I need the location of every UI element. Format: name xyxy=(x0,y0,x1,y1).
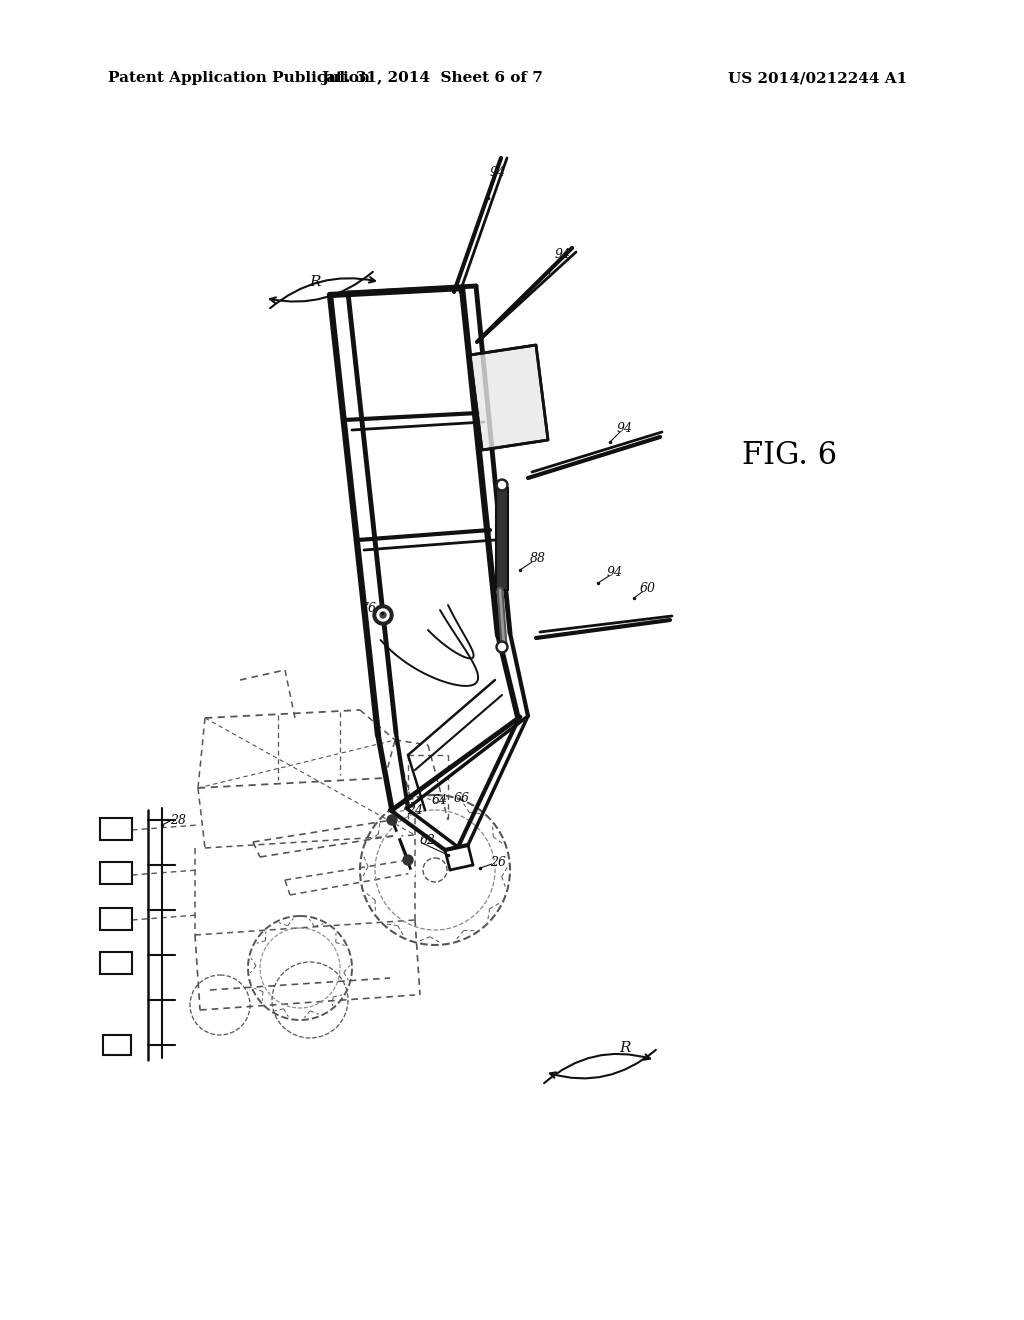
Circle shape xyxy=(387,814,397,825)
Polygon shape xyxy=(496,488,508,590)
Circle shape xyxy=(496,479,508,491)
Text: 88: 88 xyxy=(530,552,546,565)
Text: 66: 66 xyxy=(454,792,470,804)
Text: R: R xyxy=(309,275,321,289)
Text: R: R xyxy=(620,1041,631,1055)
Text: 28: 28 xyxy=(170,813,186,826)
Text: 76: 76 xyxy=(360,602,376,615)
Text: 62: 62 xyxy=(420,833,436,846)
Circle shape xyxy=(496,642,508,653)
Text: 26: 26 xyxy=(490,855,506,869)
Text: 94: 94 xyxy=(607,565,623,578)
Text: 24: 24 xyxy=(407,804,423,817)
Text: 94: 94 xyxy=(555,248,571,261)
Text: 60: 60 xyxy=(640,582,656,594)
Text: FIG. 6: FIG. 6 xyxy=(742,440,838,470)
Circle shape xyxy=(377,609,389,620)
Polygon shape xyxy=(470,345,548,450)
Circle shape xyxy=(380,612,386,618)
Text: US 2014/0212244 A1: US 2014/0212244 A1 xyxy=(728,71,907,84)
Circle shape xyxy=(499,644,506,651)
Circle shape xyxy=(409,870,415,876)
Text: 94: 94 xyxy=(490,165,506,178)
Circle shape xyxy=(373,605,393,624)
Circle shape xyxy=(395,832,401,838)
Text: Jul. 31, 2014  Sheet 6 of 7: Jul. 31, 2014 Sheet 6 of 7 xyxy=(322,71,543,84)
Text: Patent Application Publication: Patent Application Publication xyxy=(108,71,370,84)
Text: 64: 64 xyxy=(432,793,449,807)
Circle shape xyxy=(403,855,413,865)
Text: 94: 94 xyxy=(617,421,633,434)
Circle shape xyxy=(499,482,506,488)
